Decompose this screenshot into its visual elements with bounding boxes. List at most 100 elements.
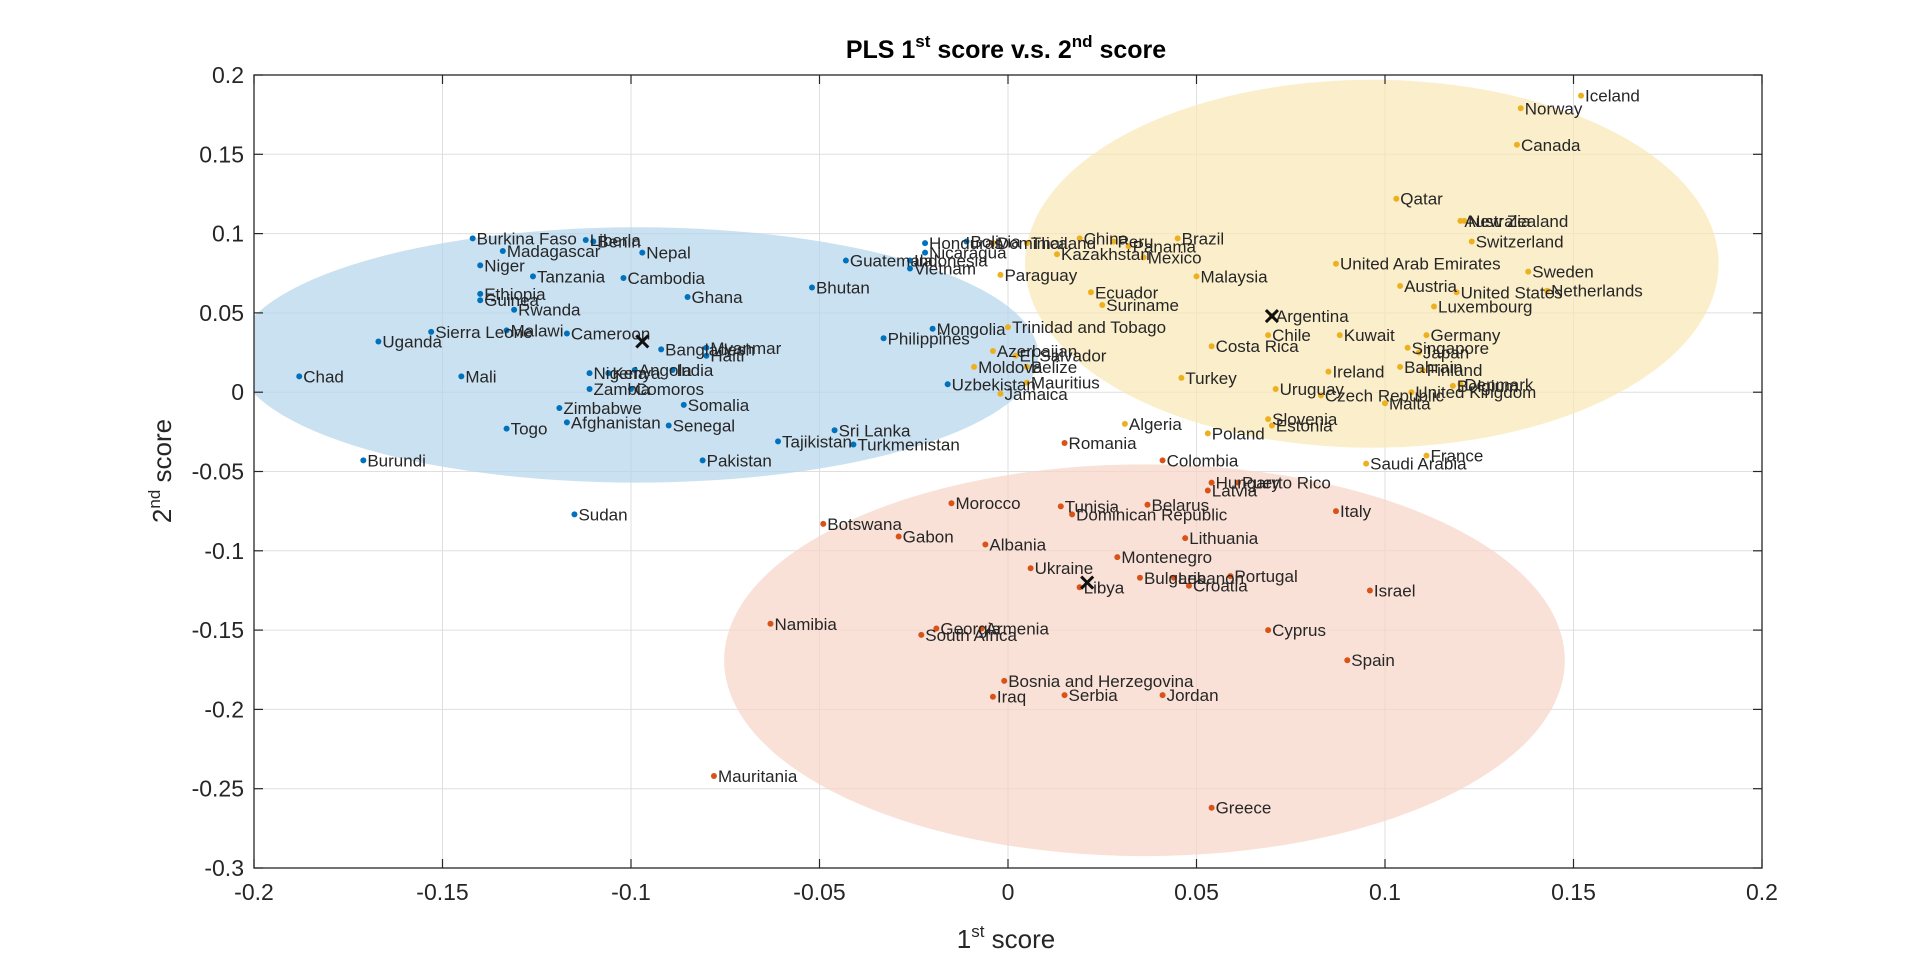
- point-label: Sierra Leone: [435, 323, 532, 342]
- data-point: [1057, 503, 1064, 510]
- data-point: [1265, 416, 1272, 423]
- point-label: Argentina: [1276, 307, 1349, 326]
- point-label: Pakistan: [707, 451, 772, 470]
- data-point: [820, 520, 827, 527]
- point-label: Bosnia and Herzegovina: [1008, 672, 1194, 691]
- point-label: Mauritania: [718, 767, 798, 786]
- point-label: Indonesia: [914, 252, 988, 271]
- point-label: Senegal: [673, 417, 735, 436]
- data-point: [503, 425, 510, 432]
- point-label: Uruguay: [1280, 380, 1345, 399]
- data-point: [1227, 573, 1234, 580]
- data-point: [529, 273, 536, 280]
- point-label: Israel: [1374, 581, 1416, 600]
- point-label: Panama: [1133, 237, 1197, 256]
- cluster-centroids: [635, 309, 1279, 590]
- data-point: [767, 620, 774, 627]
- point-label: Croatia: [1193, 577, 1248, 596]
- data-point: [933, 625, 940, 632]
- data-points: [296, 92, 1585, 811]
- point-label: Lithuania: [1189, 529, 1259, 548]
- data-point: [699, 457, 706, 464]
- point-label: Canada: [1521, 136, 1581, 155]
- data-point: [665, 422, 672, 429]
- data-point: [971, 363, 978, 370]
- point-label: Ukraine: [1035, 559, 1094, 578]
- data-point: [1087, 289, 1094, 296]
- centroid-marker: [635, 334, 650, 349]
- data-point: [1449, 382, 1456, 389]
- data-point: [582, 236, 589, 243]
- data-point: [360, 457, 367, 464]
- point-label: Cyprus: [1272, 621, 1326, 640]
- point-label: Montenegro: [1121, 548, 1212, 567]
- data-point: [982, 541, 989, 548]
- point-label: United Arab Emirates: [1340, 255, 1501, 274]
- point-label: Bahrain: [1404, 358, 1463, 377]
- point-label: Botswana: [827, 515, 902, 534]
- data-point: [1423, 452, 1430, 459]
- point-label: Denmark: [1464, 375, 1533, 394]
- point-label: China: [1084, 229, 1129, 248]
- data-point: [658, 346, 665, 353]
- point-label: Sweden: [1532, 263, 1593, 282]
- point-label: Somalia: [688, 396, 750, 415]
- point-label: Zimbabwe: [563, 399, 641, 418]
- point-label: Tunisia: [1065, 497, 1120, 516]
- point-label: Turkey: [1185, 369, 1237, 388]
- y-axis-label-superscript: nd: [145, 490, 164, 509]
- point-label: Luxembourg: [1438, 298, 1533, 317]
- data-point: [918, 631, 925, 638]
- data-point: [458, 373, 465, 380]
- point-label: Costa Rica: [1216, 337, 1300, 356]
- data-point: [1344, 657, 1351, 664]
- point-label: Uzbekistan: [952, 375, 1036, 394]
- data-point: [1265, 627, 1272, 634]
- point-label: Ethiopia: [484, 285, 546, 304]
- point-label: Benin: [597, 233, 640, 252]
- point-label: Tanzania: [537, 267, 606, 286]
- data-point: [1408, 389, 1415, 396]
- data-point: [503, 327, 510, 334]
- data-point: [1023, 363, 1030, 370]
- point-label: Gabon: [903, 528, 954, 547]
- point-label: Greece: [1216, 799, 1272, 818]
- point-label: Dominica: [997, 234, 1068, 253]
- data-point: [1114, 554, 1121, 561]
- point-label: Honduras: [929, 234, 1003, 253]
- data-point: [1453, 289, 1460, 296]
- point-label: Thailand: [1031, 234, 1096, 253]
- point-label: Cameroon: [571, 325, 650, 344]
- point-label: Chile: [1272, 326, 1311, 345]
- point-label: Belize: [1031, 358, 1077, 377]
- point-label: Malaysia: [1201, 267, 1269, 286]
- point-label: Sri Lanka: [839, 421, 911, 440]
- point-label: Mali: [465, 367, 496, 386]
- y-tick-label: -0.25: [192, 776, 244, 802]
- x-tick-label: 0.15: [1551, 879, 1596, 905]
- point-label: Germany: [1430, 326, 1500, 345]
- y-tick-label: 0.15: [199, 141, 244, 167]
- point-label: Netherlands: [1551, 282, 1643, 301]
- point-label: Paraguay: [1004, 266, 1077, 285]
- point-label: Kenya: [612, 364, 661, 383]
- point-label: Mexico: [1148, 248, 1202, 267]
- data-point: [605, 370, 612, 377]
- point-label: Austria: [1404, 277, 1457, 296]
- data-point: [1005, 324, 1011, 331]
- data-point: [1265, 332, 1272, 339]
- point-label: Malta: [1389, 394, 1431, 413]
- point-label: Poland: [1212, 424, 1265, 443]
- point-label: Madagascar: [507, 242, 601, 261]
- point-label: Kazakhstan: [1061, 245, 1150, 264]
- point-label: Iraq: [997, 688, 1026, 707]
- point-label: Moldova: [978, 358, 1043, 377]
- data-point: [1110, 238, 1117, 245]
- data-point: [1513, 141, 1520, 148]
- data-point: [1099, 301, 1106, 308]
- data-point: [922, 249, 929, 256]
- data-point: [1525, 268, 1532, 275]
- point-label: Ireland: [1332, 363, 1384, 382]
- data-point: [375, 338, 382, 345]
